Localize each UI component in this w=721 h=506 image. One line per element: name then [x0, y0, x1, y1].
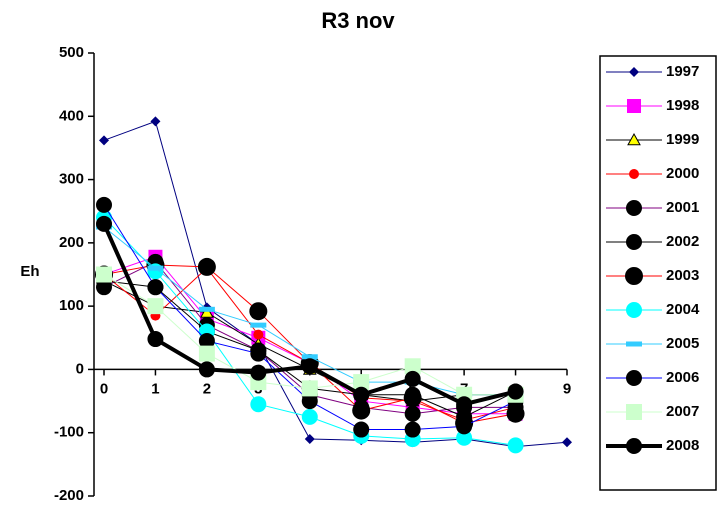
- data-point: [198, 361, 215, 378]
- data-point: [198, 345, 215, 362]
- data-point: [562, 437, 572, 448]
- series-line: [102, 223, 517, 407]
- data-point: [301, 358, 318, 375]
- data-point: [96, 266, 112, 283]
- data-point: [404, 405, 421, 422]
- data-point: [304, 434, 315, 445]
- y-tick-label: 200: [59, 234, 84, 251]
- legend-marker: [629, 67, 639, 77]
- x-tick-label: 1: [151, 380, 159, 397]
- legend-label: 2006: [666, 369, 699, 386]
- data-point: [353, 374, 370, 391]
- data-point: [250, 322, 267, 328]
- data-point: [353, 386, 370, 403]
- legend-marker: [626, 200, 642, 216]
- data-point: [253, 329, 264, 340]
- data-point: [456, 429, 473, 446]
- legend-label: 2005: [666, 335, 699, 352]
- legend-marker: [626, 234, 642, 250]
- data-point: [96, 196, 112, 213]
- data-point: [250, 396, 267, 413]
- data-point: [147, 298, 164, 315]
- data-point: [147, 265, 164, 271]
- y-tick-label: 100: [59, 297, 84, 314]
- legend-box: [599, 55, 717, 491]
- data-point: [99, 135, 109, 146]
- series-line: [103, 274, 516, 396]
- data-point: [301, 354, 318, 360]
- series-line: [103, 120, 568, 448]
- data-point: [506, 404, 525, 423]
- legend-marker: [626, 302, 642, 318]
- legend-label: 2003: [666, 267, 699, 284]
- legend-label: 2000: [666, 165, 699, 182]
- y-tick-label: 500: [59, 44, 84, 61]
- x-tick-label: 2: [203, 380, 211, 397]
- data-point: [353, 421, 370, 438]
- data-point: [456, 418, 473, 435]
- legend-marker: [626, 438, 642, 454]
- legend-marker: [626, 404, 642, 420]
- data-point: [507, 383, 524, 400]
- data-point: [404, 358, 421, 375]
- y-tick-label: -100: [54, 424, 84, 441]
- legend-marker: [626, 341, 642, 347]
- legend-label: 2004: [666, 301, 700, 318]
- data-point: [250, 364, 267, 381]
- legend-label: 2002: [666, 233, 699, 250]
- data-point: [147, 279, 164, 296]
- y-tick-label: 300: [59, 171, 84, 188]
- data-point: [456, 396, 473, 413]
- y-tick-label: 400: [59, 107, 84, 124]
- y-axis-label: Eh: [20, 263, 39, 280]
- data-point: [249, 302, 268, 321]
- data-point: [198, 306, 215, 312]
- data-point: [150, 116, 161, 127]
- legend-label: 2008: [666, 437, 699, 454]
- data-point: [507, 437, 524, 454]
- legend-marker: [629, 169, 639, 179]
- data-point: [96, 215, 112, 232]
- data-point: [404, 421, 421, 438]
- data-point: [301, 393, 318, 410]
- data-point: [301, 380, 318, 397]
- legend-label: 1997: [666, 63, 699, 80]
- data-point: [197, 257, 216, 276]
- data-point: [352, 401, 371, 420]
- chart-title: R3 nov: [321, 8, 395, 33]
- data-point: [250, 345, 267, 362]
- legend-label: 1998: [666, 97, 699, 114]
- legend-label: 2007: [666, 403, 699, 420]
- legend-marker: [627, 99, 641, 113]
- legend-marker: [625, 267, 643, 285]
- x-tick-label: 9: [563, 380, 571, 397]
- data-point: [301, 408, 318, 425]
- y-tick-label: 0: [76, 360, 84, 377]
- legend-label: 2001: [666, 199, 699, 216]
- legend-marker: [626, 370, 642, 386]
- x-tick-label: 0: [100, 380, 108, 397]
- data-point: [403, 388, 422, 407]
- legend-marker: [627, 132, 641, 146]
- legend-label: 1999: [666, 131, 699, 148]
- y-tick-label: -200: [54, 487, 84, 504]
- data-point: [198, 332, 215, 349]
- data-point: [147, 331, 164, 348]
- data-point: [404, 370, 421, 387]
